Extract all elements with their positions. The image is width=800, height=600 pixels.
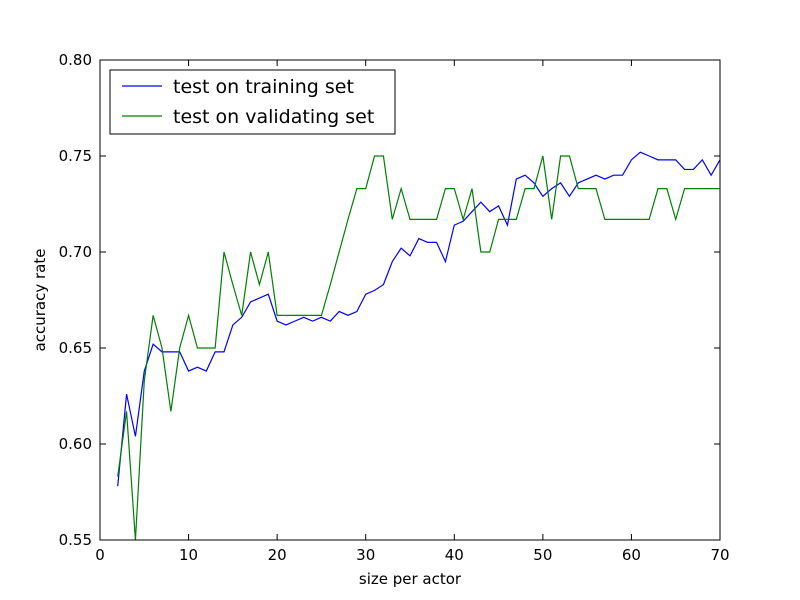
series-line-validating bbox=[117, 155, 720, 541]
x-tick-label: 50 bbox=[533, 546, 552, 564]
y-tick-label: 0.70 bbox=[59, 243, 92, 261]
x-tick-label: 10 bbox=[179, 546, 198, 564]
x-tick-label: 60 bbox=[622, 546, 641, 564]
legend-label-training: test on training set bbox=[173, 76, 354, 98]
plot-frame bbox=[99, 59, 721, 541]
y-tick-label: 0.60 bbox=[59, 435, 92, 453]
y-tick-labels: 0.55 0.60 0.65 0.70 0.75 0.80 bbox=[59, 51, 92, 549]
x-tick-label: 20 bbox=[268, 546, 287, 564]
legend: test on training set test on validating … bbox=[109, 69, 396, 135]
x-tick-label: 0 bbox=[95, 546, 105, 564]
y-tick-label: 0.65 bbox=[59, 339, 92, 357]
y-axis-title: accuracy rate bbox=[31, 249, 49, 352]
legend-label-validating: test on validating set bbox=[173, 106, 374, 128]
series-layer bbox=[117, 151, 721, 541]
legend-box bbox=[109, 69, 396, 135]
x-tick-label: 30 bbox=[356, 546, 375, 564]
x-tick-label: 70 bbox=[710, 546, 729, 564]
plot-area bbox=[99, 59, 721, 541]
y-tick-label: 0.55 bbox=[59, 531, 92, 549]
x-tick-label: 40 bbox=[445, 546, 464, 564]
plot-border bbox=[99, 59, 721, 541]
x-tick-labels: 0 10 20 30 40 50 60 70 bbox=[95, 546, 729, 564]
x-axis-title: size per actor bbox=[359, 570, 462, 588]
series-line-training bbox=[117, 151, 721, 487]
y-tick-label: 0.75 bbox=[59, 147, 92, 165]
y-tick-label: 0.80 bbox=[59, 51, 92, 69]
